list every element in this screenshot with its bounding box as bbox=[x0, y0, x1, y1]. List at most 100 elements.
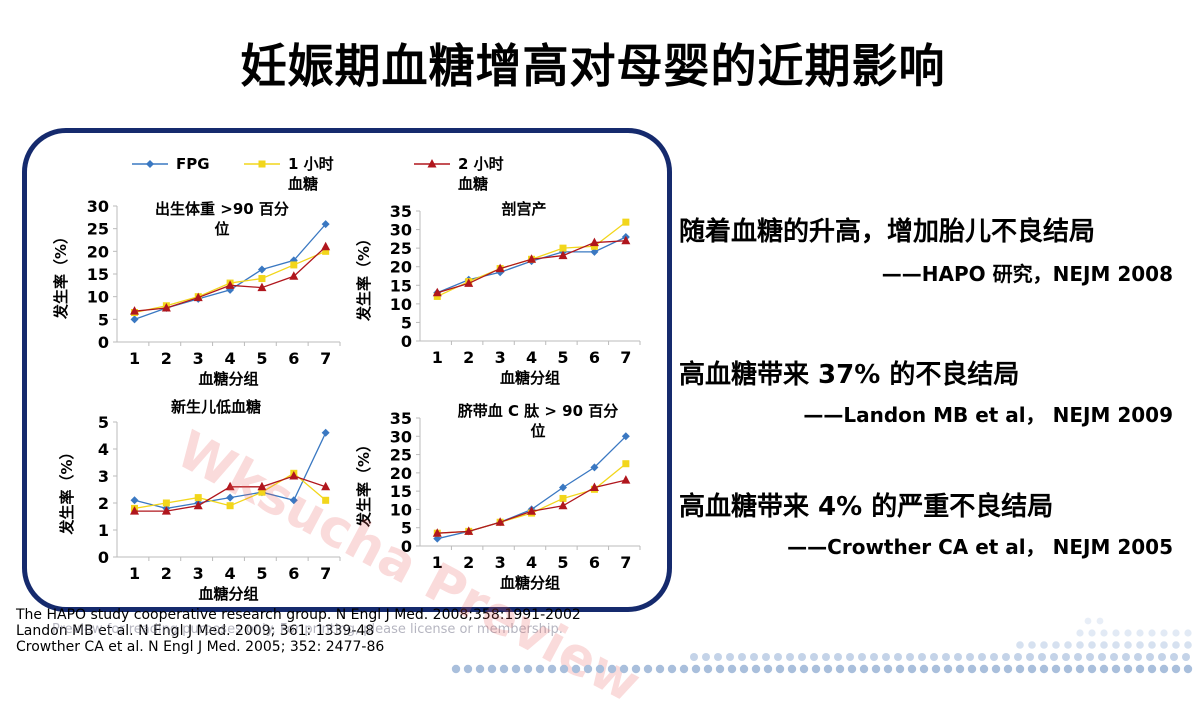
decor-dot bbox=[1063, 664, 1073, 674]
decor-dot bbox=[1084, 617, 1092, 625]
decor-dot bbox=[679, 664, 689, 674]
decor-dot bbox=[739, 664, 749, 674]
decor-dot bbox=[859, 664, 869, 674]
decor-dot bbox=[1015, 664, 1025, 674]
data-point bbox=[321, 241, 331, 251]
decor-dot bbox=[643, 664, 653, 674]
decor-dot bbox=[846, 653, 854, 661]
data-point bbox=[432, 528, 442, 537]
decor-dot bbox=[906, 653, 914, 661]
y-tick-label: 30 bbox=[87, 197, 109, 216]
decor-dot bbox=[1112, 641, 1120, 649]
decor-dot bbox=[1100, 641, 1108, 649]
data-point bbox=[162, 499, 170, 507]
y-axis-label: 发生率（%） bbox=[52, 229, 70, 320]
decor-dot bbox=[1136, 641, 1144, 649]
legend-label: FPG bbox=[176, 155, 210, 173]
data-point bbox=[289, 271, 299, 280]
chart-title: 出生体重 >90 百分 bbox=[155, 200, 289, 218]
decor-dot bbox=[1099, 664, 1109, 674]
decor-dot bbox=[882, 653, 890, 661]
decor-dot bbox=[1100, 629, 1108, 637]
decor-dot bbox=[1182, 653, 1190, 661]
decor-dot bbox=[1184, 629, 1192, 637]
decor-dot bbox=[990, 653, 998, 661]
preview-note: Preview for reading purposes only. For p… bbox=[52, 622, 563, 637]
decor-dot bbox=[1124, 629, 1132, 637]
decor-dot bbox=[1076, 641, 1084, 649]
decor-dot bbox=[631, 664, 641, 674]
data-point bbox=[257, 282, 267, 292]
decor-dot bbox=[1051, 664, 1061, 674]
data-point bbox=[433, 292, 441, 300]
legend-marker bbox=[258, 160, 266, 168]
decor-dot bbox=[1040, 641, 1048, 649]
x-tick-label: 2 bbox=[161, 349, 172, 368]
x-tick-label: 5 bbox=[557, 553, 568, 572]
x-tick-label: 1 bbox=[129, 349, 140, 368]
data-point bbox=[193, 292, 203, 302]
decor-dot bbox=[702, 653, 710, 661]
data-point bbox=[130, 506, 140, 515]
data-point bbox=[589, 237, 599, 247]
x-tick-label: 2 bbox=[463, 553, 474, 572]
decor-dot bbox=[931, 664, 941, 674]
decor-dot bbox=[954, 653, 962, 661]
decor-dot bbox=[715, 664, 725, 674]
x-tick-label: 2 bbox=[161, 564, 172, 583]
y-tick-label: 35 bbox=[390, 202, 412, 221]
data-point bbox=[161, 303, 171, 312]
data-point bbox=[495, 263, 505, 273]
decor-dot bbox=[1147, 664, 1157, 674]
x-tick-label: 2 bbox=[463, 348, 474, 367]
y-tick-label: 10 bbox=[87, 288, 109, 307]
data-point bbox=[289, 471, 299, 480]
decor-dot bbox=[1016, 641, 1024, 649]
data-point bbox=[226, 502, 234, 510]
y-tick-label: 25 bbox=[87, 220, 109, 239]
data-point bbox=[558, 500, 568, 510]
decor-dot bbox=[966, 653, 974, 661]
decor-dot bbox=[1160, 629, 1168, 637]
x-tick-label: 6 bbox=[589, 348, 600, 367]
x-tick-label: 3 bbox=[193, 564, 204, 583]
decor-dot bbox=[1122, 653, 1130, 661]
decor-dot bbox=[823, 664, 833, 674]
x-tick-label: 7 bbox=[620, 553, 631, 572]
decor-dot bbox=[930, 653, 938, 661]
decor-dot bbox=[535, 664, 545, 674]
data-point bbox=[258, 488, 266, 496]
reference-2: Landon MB et al. N Engl J Med. 2009; 361… bbox=[16, 623, 375, 639]
data-point bbox=[322, 247, 330, 255]
decor-dot bbox=[1003, 664, 1013, 674]
decor-dot bbox=[1135, 664, 1145, 674]
decor-dot bbox=[1170, 653, 1178, 661]
y-tick-label: 20 bbox=[390, 258, 412, 277]
data-point bbox=[621, 475, 631, 484]
y-tick-label: 5 bbox=[98, 413, 109, 432]
y-tick-label: 30 bbox=[390, 427, 412, 446]
data-point bbox=[621, 235, 631, 245]
x-tick-label: 3 bbox=[495, 553, 506, 572]
decor-dot bbox=[979, 664, 989, 674]
legend-label: 1 小时 bbox=[288, 155, 334, 173]
decor-dot bbox=[595, 664, 605, 674]
decor-dot bbox=[894, 653, 902, 661]
slide-title: 妊娠期血糖增高对母婴的近期影响 bbox=[240, 39, 946, 93]
decor-dot bbox=[559, 664, 569, 674]
data-point bbox=[621, 432, 630, 441]
decor-dot bbox=[690, 653, 698, 661]
y-tick-label: 2 bbox=[98, 494, 109, 513]
decor-dot bbox=[1110, 653, 1118, 661]
chart-title-cont: 位 bbox=[214, 220, 229, 238]
decor-dot bbox=[1160, 641, 1168, 649]
decor-dot bbox=[1088, 641, 1096, 649]
decor-dot bbox=[655, 664, 665, 674]
data-point bbox=[193, 500, 203, 510]
y-tick-label: 15 bbox=[87, 265, 109, 284]
